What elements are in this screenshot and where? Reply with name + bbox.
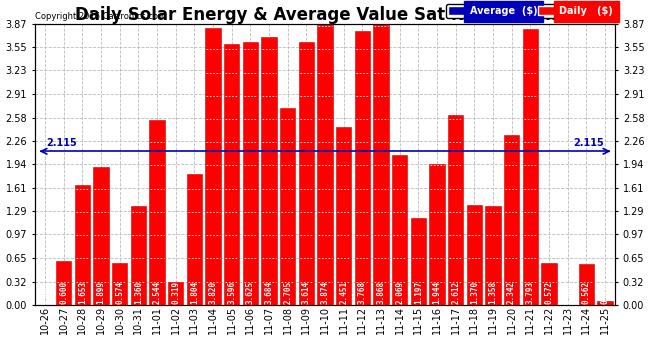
Text: 3.625: 3.625 xyxy=(246,281,255,304)
Text: 1.899: 1.899 xyxy=(97,281,105,304)
Bar xyxy=(56,261,72,305)
Text: Copyright 2016 Cartronics.com: Copyright 2016 Cartronics.com xyxy=(35,12,166,21)
Text: 0.600: 0.600 xyxy=(59,281,68,304)
Text: 1.653: 1.653 xyxy=(78,281,87,304)
Text: 3.820: 3.820 xyxy=(209,281,218,304)
Text: 2.115: 2.115 xyxy=(573,138,604,148)
Bar xyxy=(112,263,127,305)
Text: 1.370: 1.370 xyxy=(470,281,479,304)
Text: 1.358: 1.358 xyxy=(488,281,497,304)
Bar xyxy=(242,42,258,305)
Bar xyxy=(429,164,445,305)
Text: 2.451: 2.451 xyxy=(339,281,348,304)
Bar xyxy=(597,301,612,305)
Text: 2.069: 2.069 xyxy=(395,281,404,304)
Legend: Average  ($), Daily   ($): Average ($), Daily ($) xyxy=(446,4,615,18)
Text: 3.614: 3.614 xyxy=(302,281,311,304)
Bar xyxy=(467,205,482,305)
Text: 0.000: 0.000 xyxy=(40,281,49,304)
Text: 3.793: 3.793 xyxy=(526,281,535,304)
Bar xyxy=(168,282,183,305)
Bar xyxy=(392,155,408,305)
Bar xyxy=(373,24,389,305)
Text: 3.768: 3.768 xyxy=(358,281,367,304)
Text: 2.705: 2.705 xyxy=(283,281,292,304)
Bar xyxy=(541,263,556,305)
Bar xyxy=(336,127,351,305)
Bar xyxy=(448,115,463,305)
Text: 0.574: 0.574 xyxy=(115,281,124,304)
Bar xyxy=(280,108,295,305)
Bar xyxy=(205,28,221,305)
Text: 2.342: 2.342 xyxy=(507,281,516,304)
Text: 0.000: 0.000 xyxy=(563,281,572,304)
Bar xyxy=(299,42,314,305)
Text: 1.944: 1.944 xyxy=(432,281,441,304)
Bar xyxy=(486,206,500,305)
Text: 0.048: 0.048 xyxy=(601,281,610,304)
Bar xyxy=(504,135,519,305)
Bar xyxy=(523,30,538,305)
Text: 0.319: 0.319 xyxy=(171,281,180,304)
Text: 3.874: 3.874 xyxy=(320,281,330,304)
Bar xyxy=(224,44,239,305)
Bar xyxy=(75,185,90,305)
Bar xyxy=(355,31,370,305)
Bar xyxy=(94,167,109,305)
Text: 1.360: 1.360 xyxy=(134,281,143,304)
Text: 0.572: 0.572 xyxy=(545,281,553,304)
Text: 2.544: 2.544 xyxy=(153,281,162,304)
Bar xyxy=(261,37,277,305)
Text: 0.562: 0.562 xyxy=(582,281,591,304)
Text: 3.596: 3.596 xyxy=(227,281,236,304)
Text: 1.804: 1.804 xyxy=(190,281,199,304)
Text: 2.115: 2.115 xyxy=(46,138,77,148)
Bar xyxy=(411,218,426,305)
Bar xyxy=(131,206,146,305)
Text: 1.197: 1.197 xyxy=(414,281,422,304)
Bar xyxy=(187,174,202,305)
Title: Daily Solar Energy & Average Value Sat Nov 26 16:21: Daily Solar Energy & Average Value Sat N… xyxy=(75,6,575,24)
Bar xyxy=(578,264,594,305)
Bar xyxy=(317,23,333,305)
Bar xyxy=(150,120,164,305)
Text: 3.684: 3.684 xyxy=(265,281,274,304)
Text: 2.612: 2.612 xyxy=(451,281,460,304)
Text: 3.868: 3.868 xyxy=(376,281,385,304)
